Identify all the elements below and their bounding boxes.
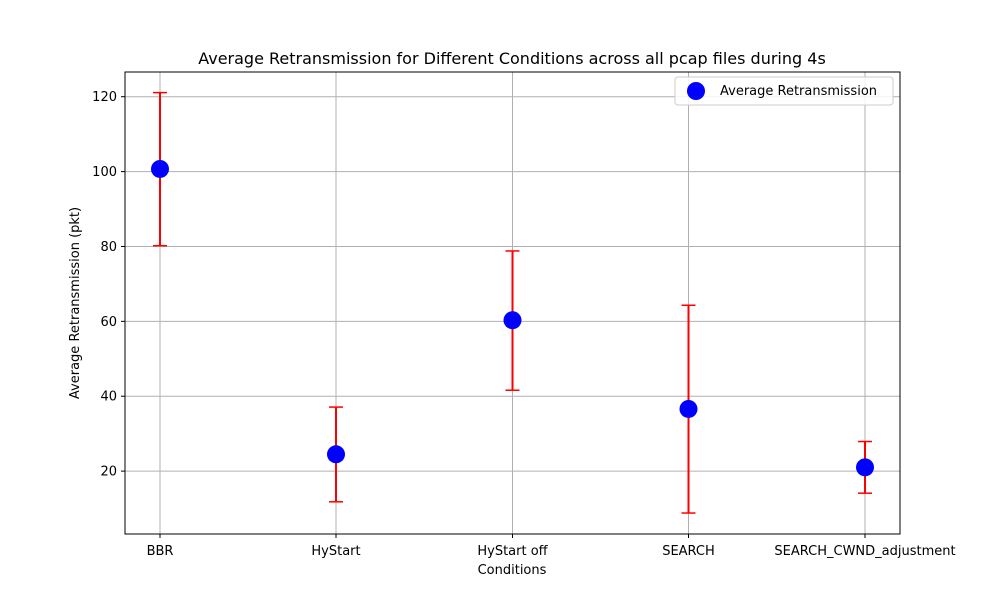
y-tick-label: 20	[100, 465, 117, 480]
data-point	[151, 159, 169, 178]
legend: Average Retransmission	[674, 76, 894, 106]
x-tick-label: BBR	[147, 544, 174, 559]
tick-layer: 20 40 60 80 100 120 BBR HyStart HyStart off SEARC…	[92, 90, 955, 559]
y-tick-label: 80	[100, 240, 117, 255]
y-tick-label: 120	[92, 90, 117, 105]
point-layer	[151, 159, 874, 477]
y-axis-label: Average Retransmission (pkt)	[68, 207, 83, 399]
data-point	[503, 311, 522, 330]
x-tick-label: HyStart off	[477, 544, 548, 559]
x-tick-label: HyStart	[311, 544, 360, 559]
chart-title: Average Retransmission for Different Con…	[198, 49, 826, 68]
legend-marker	[687, 82, 705, 100]
x-tick-label: SEARCH_CWND_adjustment	[774, 544, 955, 559]
y-tick-label: 100	[92, 165, 117, 180]
legend-label: Average Retransmission	[720, 84, 877, 99]
x-axis-label: Conditions	[478, 563, 547, 578]
data-point	[327, 445, 345, 464]
data-point	[679, 399, 698, 418]
legend-box	[674, 76, 894, 106]
data-point	[856, 458, 874, 477]
x-tick-label: SEARCH	[662, 544, 715, 559]
y-tick-label: 40	[100, 390, 117, 405]
y-tick-label: 60	[100, 315, 117, 330]
